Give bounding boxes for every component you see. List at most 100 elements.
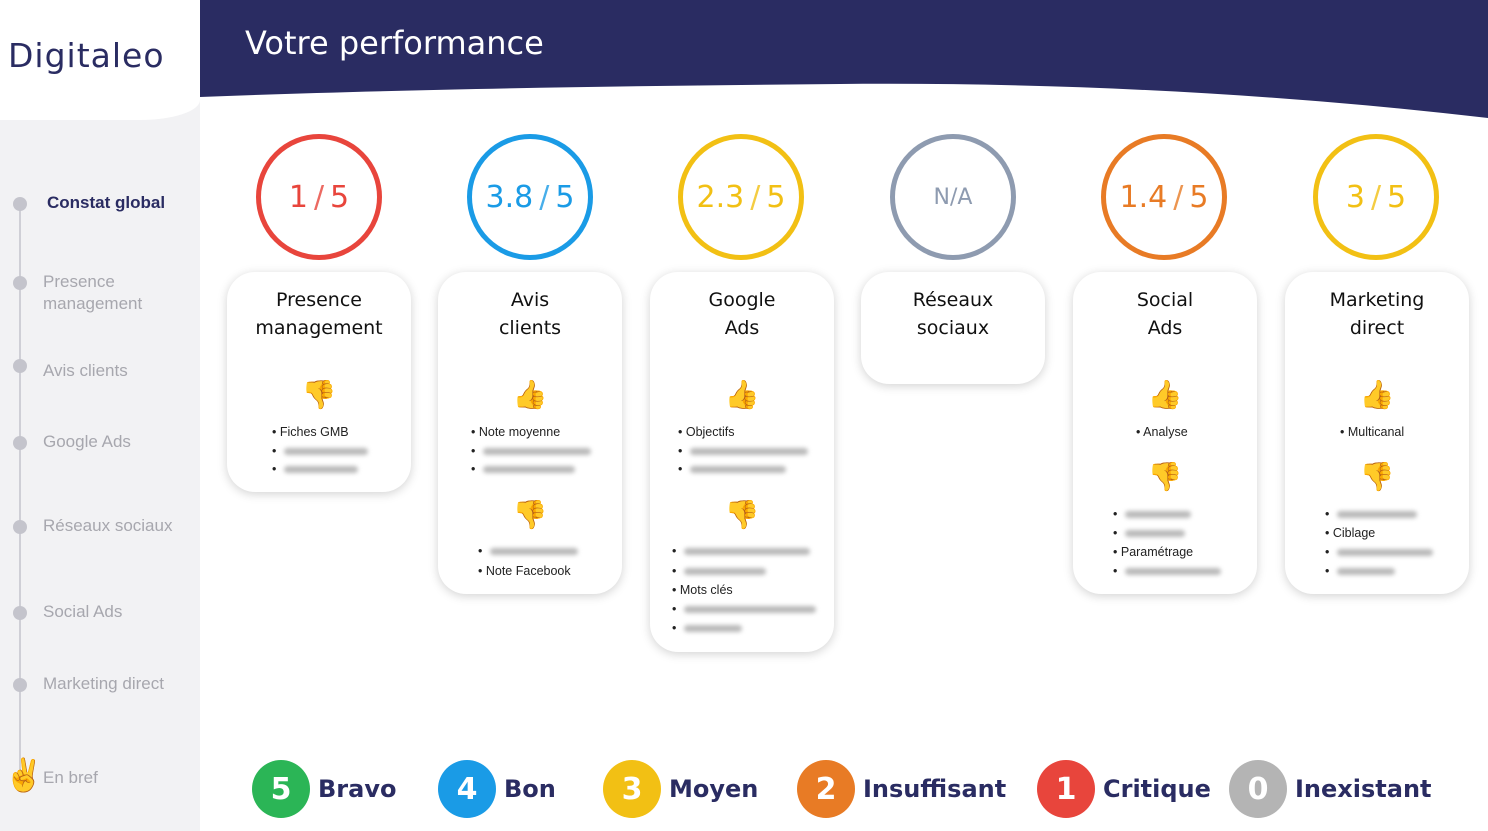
- card-avis-clients[interactable]: Avis clients 👍 • Note moyenne • • 👎 • • …: [438, 272, 622, 594]
- score-slash: /: [1173, 179, 1184, 215]
- sidebar-item-label: Social Ads: [43, 602, 123, 621]
- score-max: 5: [1189, 179, 1209, 215]
- bullet-item-redacted: •: [272, 444, 368, 458]
- thumbs-down-icon: 👎: [1147, 461, 1183, 492]
- score-value: 3.8: [485, 179, 534, 215]
- bullet-item-redacted: •: [1113, 526, 1185, 540]
- bullet-item-redacted: •: [471, 444, 591, 458]
- legend-label: Bravo: [318, 775, 397, 803]
- legend-badge: 5: [252, 760, 310, 818]
- bullet-item-redacted: •: [1325, 564, 1395, 578]
- score-max: 5: [766, 179, 786, 215]
- card-title: Presence management: [255, 289, 383, 339]
- timeline-dot: [13, 678, 27, 692]
- legend-label: Moyen: [669, 775, 759, 803]
- legend-item-bon: 4 Bon: [438, 760, 556, 818]
- bullet-item: • Mots clés: [672, 583, 733, 597]
- page-title: Votre performance: [245, 24, 544, 62]
- score-value: 3: [1345, 179, 1365, 215]
- timeline-dot: [13, 436, 27, 450]
- bullet-item-redacted: •: [272, 462, 358, 476]
- header-background: [200, 0, 1488, 118]
- timeline-dot: [13, 606, 27, 620]
- legend-item-moyen: 3 Moyen: [603, 760, 758, 818]
- legend-badge: 4: [438, 760, 496, 818]
- bullet-item: • Objectifs: [678, 425, 735, 439]
- score-max: 5: [1387, 179, 1407, 215]
- score-value: 1.4: [1119, 179, 1168, 215]
- card-title: Google Ads: [708, 289, 776, 339]
- sidebar: Digitaleo Constat global Presence manage…: [0, 0, 200, 831]
- legend-item-inexistant: 0 Inexistant: [1229, 760, 1432, 818]
- card-social-ads[interactable]: Social Ads 👍 • Analyse 👎 • • • Paramétra…: [1073, 272, 1257, 594]
- thumbs-up-icon: 👍: [1147, 379, 1183, 410]
- legend-badge: 0: [1229, 760, 1287, 818]
- bullet-item-redacted: •: [678, 462, 786, 476]
- bullet-item-redacted: •: [672, 621, 742, 635]
- thumbs-down-icon: 👎: [1359, 461, 1395, 492]
- score-marketing-direct: 3/5: [1313, 134, 1439, 260]
- card-marketing-direct[interactable]: Marketing direct 👍 • Multicanal 👎 • • Ci…: [1285, 272, 1469, 594]
- score-max: 5: [555, 179, 575, 215]
- timeline-line: [19, 198, 21, 778]
- bullet-item-redacted: •: [678, 444, 808, 458]
- timeline-dot: [13, 520, 27, 534]
- card-title: Avis clients: [498, 289, 562, 339]
- card-title: Marketing direct: [1329, 289, 1425, 339]
- score-value: N/A: [933, 184, 973, 210]
- logo: Digitaleo: [8, 36, 165, 75]
- victory-hand-icon: ✌: [4, 757, 44, 793]
- score-reseaux-sociaux: N/A: [890, 134, 1016, 260]
- bullet-item-redacted: •: [672, 564, 766, 578]
- thumbs-up-icon: 👍: [1359, 379, 1395, 410]
- bullet-item: • Multicanal: [1340, 425, 1405, 439]
- legend-label: Inexistant: [1295, 775, 1432, 803]
- legend-label: Insuffisant: [863, 775, 1007, 803]
- sidebar-item-label: Presence management: [43, 272, 143, 313]
- score-slash: /: [1370, 179, 1382, 215]
- bullet-item-redacted: •: [672, 602, 816, 616]
- timeline-dot: [13, 359, 27, 373]
- thumbs-down-icon: 👎: [724, 499, 760, 530]
- bullet-item-redacted: •: [478, 544, 578, 558]
- score-value: 2.3: [696, 179, 745, 215]
- card-title: Social Ads: [1136, 289, 1194, 339]
- legend-badge: 2: [797, 760, 855, 818]
- legend-item-insuffisant: 2 Insuffisant: [797, 760, 1006, 818]
- bullet-item: • Fiches GMB: [272, 425, 349, 439]
- legend-item-critique: 1 Critique: [1037, 760, 1211, 818]
- bullet-item-redacted: •: [471, 462, 575, 476]
- thumbs-down-icon: 👎: [301, 379, 337, 410]
- score-value: 1: [288, 179, 308, 215]
- bullet-item-redacted: •: [1113, 564, 1221, 578]
- bullet-item: • Note moyenne: [471, 425, 561, 439]
- sidebar-item-label: Google Ads: [43, 432, 131, 451]
- score-social-ads: 1.4/5: [1101, 134, 1227, 260]
- bullet-item-redacted: •: [672, 544, 810, 558]
- timeline-dot: [13, 276, 27, 290]
- card-presence-management[interactable]: Presence management 👎 • Fiches GMB • •: [227, 272, 411, 492]
- bullet-item: • Ciblage: [1325, 526, 1376, 540]
- card-google-ads[interactable]: Google Ads 👍 • Objectifs • • 👎 • • • Mot…: [650, 272, 834, 652]
- bullet-item-redacted: •: [1325, 507, 1417, 521]
- sidebar-item-label: Avis clients: [43, 361, 128, 380]
- bullet-item: • Analyse: [1136, 425, 1188, 439]
- header: Votre performance: [200, 0, 1488, 120]
- thumbs-up-icon: 👍: [724, 379, 760, 410]
- thumbs-up-icon: 👍: [512, 379, 548, 410]
- score-avis-clients: 3.8/5: [467, 134, 593, 260]
- card-title: Réseaux sociaux: [912, 289, 994, 339]
- score-max: 5: [330, 179, 350, 215]
- logo-area: Digitaleo: [0, 0, 200, 120]
- legend-badge: 1: [1037, 760, 1095, 818]
- sidebar-item-label: En bref: [43, 768, 98, 787]
- thumbs-down-icon: 👎: [512, 499, 548, 530]
- score-presence-management: 1/5: [256, 134, 382, 260]
- bullet-item: • Note Facebook: [478, 564, 571, 578]
- sidebar-item-label: Constat global: [47, 193, 166, 212]
- legend-item-bravo: 5 Bravo: [252, 760, 396, 818]
- timeline-dot: [13, 197, 27, 211]
- score-slash: /: [539, 179, 550, 215]
- card-reseaux-sociaux[interactable]: Réseaux sociaux: [861, 272, 1045, 384]
- score-slash: /: [313, 179, 325, 215]
